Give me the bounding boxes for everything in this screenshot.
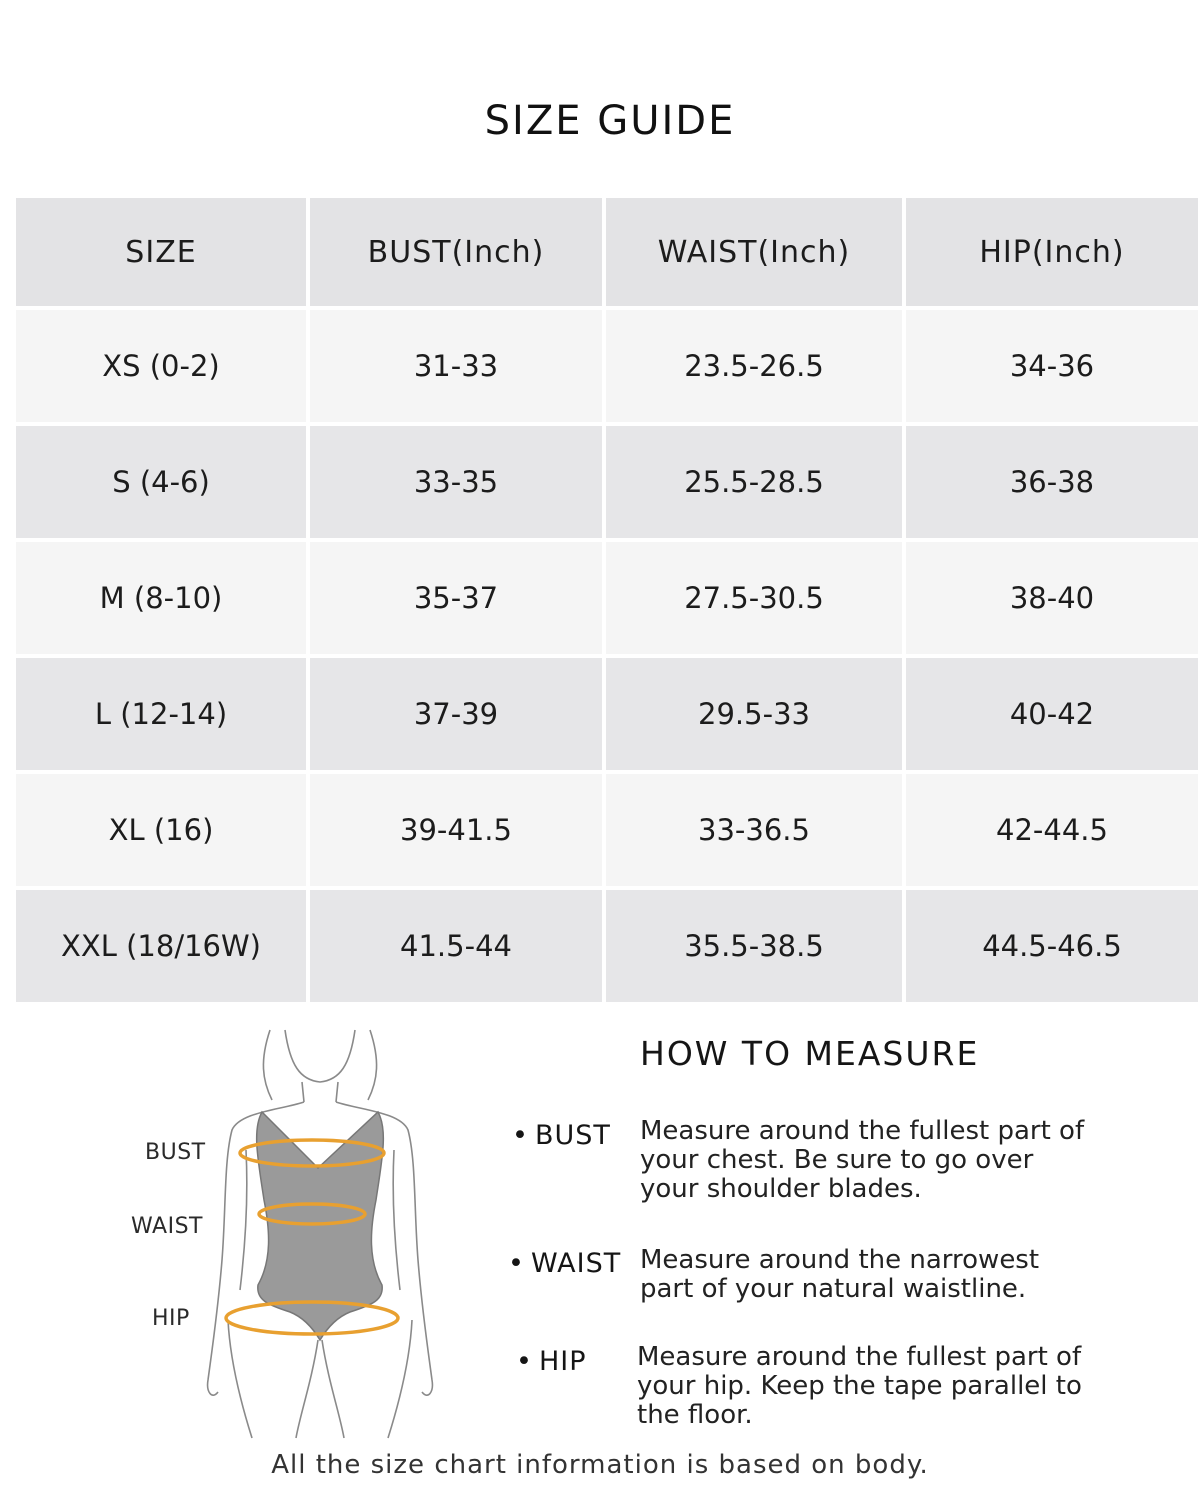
waist-cell: 25.5-28.5	[606, 426, 902, 538]
hip-cell: 38-40	[906, 542, 1198, 654]
size-table: SIZE BUST(Inch) WAIST(Inch) HIP(Inch) XS…	[16, 198, 1198, 1006]
body-measurement-illustration-icon	[206, 1029, 434, 1439]
bullet-bust: BUST	[512, 1120, 611, 1151]
hip-cell: 36-38	[906, 426, 1198, 538]
waist-instructions: Measure around the narrowest part of you…	[640, 1245, 1040, 1304]
figure-label-waist: WAIST	[131, 1214, 203, 1239]
size-cell: L (12-14)	[16, 658, 306, 770]
bust-cell: 39-41.5	[310, 774, 602, 886]
column-header-hip: HIP(Inch)	[906, 198, 1198, 306]
size-cell: S (4-6)	[16, 426, 306, 538]
size-cell: XXL (18/16W)	[16, 890, 306, 1002]
how-to-measure-title: HOW TO MEASURE	[640, 1034, 980, 1073]
hip-cell: 42-44.5	[906, 774, 1198, 886]
hip-cell: 44.5-46.5	[906, 890, 1198, 1002]
column-header-bust: BUST(Inch)	[310, 198, 602, 306]
figure-label-bust: BUST	[145, 1140, 206, 1165]
column-header-waist: WAIST(Inch)	[606, 198, 902, 306]
table-row: L (12-14) 37-39 29.5-33 40-42	[16, 658, 1198, 770]
waist-cell: 29.5-33	[606, 658, 902, 770]
hip-instructions: Measure around the fullest part of your …	[637, 1342, 1082, 1430]
table-header-row: SIZE BUST(Inch) WAIST(Inch) HIP(Inch)	[16, 198, 1198, 306]
waist-cell: 33-36.5	[606, 774, 902, 886]
table-row: XL (16) 39-41.5 33-36.5 42-44.5	[16, 774, 1198, 886]
column-header-size: SIZE	[16, 198, 306, 306]
table-row: M (8-10) 35-37 27.5-30.5 38-40	[16, 542, 1198, 654]
size-cell: M (8-10)	[16, 542, 306, 654]
hip-cell: 34-36	[906, 310, 1198, 422]
waist-cell: 35.5-38.5	[606, 890, 902, 1002]
bust-cell: 35-37	[310, 542, 602, 654]
size-cell: XS (0-2)	[16, 310, 306, 422]
hip-cell: 40-42	[906, 658, 1198, 770]
waist-cell: 23.5-26.5	[606, 310, 902, 422]
figure-label-hip: HIP	[152, 1306, 190, 1331]
page-title: SIZE GUIDE	[484, 98, 736, 144]
footnote: All the size chart information is based …	[271, 1450, 929, 1480]
bust-cell: 41.5-44	[310, 890, 602, 1002]
size-cell: XL (16)	[16, 774, 306, 886]
bust-instructions: Measure around the fullest part of your …	[640, 1116, 1085, 1204]
bust-cell: 31-33	[310, 310, 602, 422]
bust-cell: 33-35	[310, 426, 602, 538]
table-row: XS (0-2) 31-33 23.5-26.5 34-36	[16, 310, 1198, 422]
table-row: XXL (18/16W) 41.5-44 35.5-38.5 44.5-46.5	[16, 890, 1198, 1002]
waist-cell: 27.5-30.5	[606, 542, 902, 654]
table-row: S (4-6) 33-35 25.5-28.5 36-38	[16, 426, 1198, 538]
bullet-waist: WAIST	[508, 1248, 621, 1279]
bust-cell: 37-39	[310, 658, 602, 770]
bullet-hip: HIP	[516, 1346, 587, 1377]
